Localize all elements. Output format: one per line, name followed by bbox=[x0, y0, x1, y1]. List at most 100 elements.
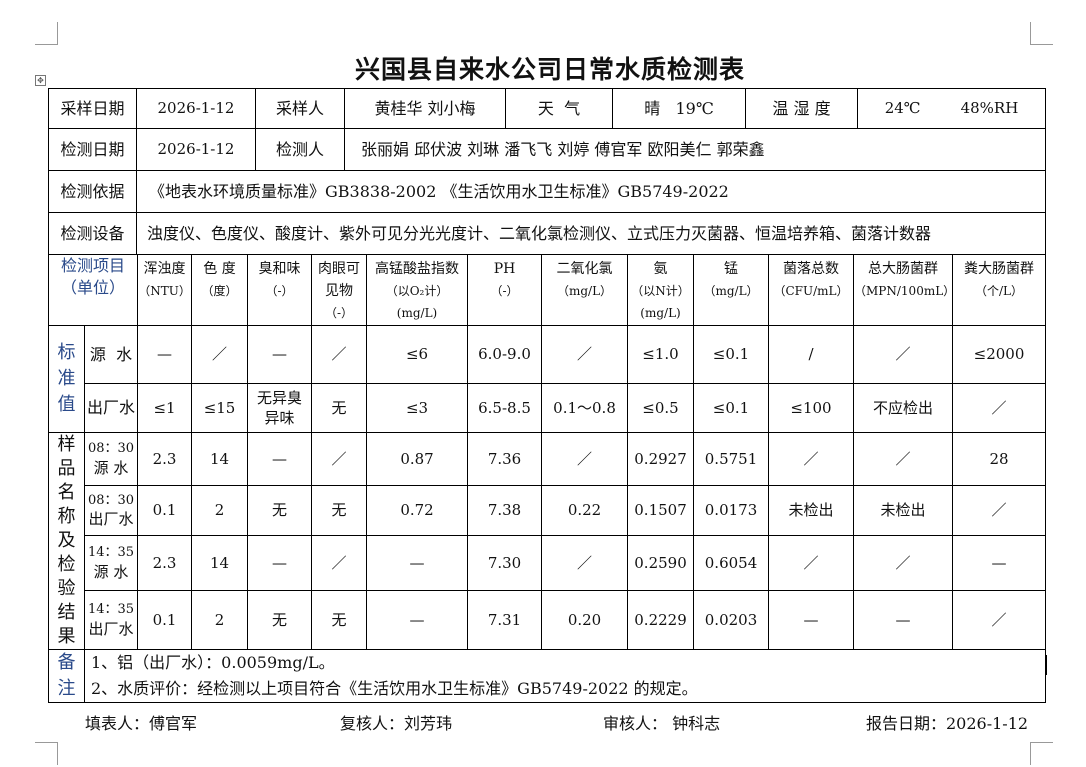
result-value[interactable]: 0.87 bbox=[366, 432, 469, 486]
result-value[interactable]: 0.2927 bbox=[627, 432, 695, 486]
standard-label: 标准值 bbox=[57, 342, 76, 415]
result-value[interactable]: 无 bbox=[311, 590, 368, 650]
standard-value: ≤1 bbox=[137, 383, 193, 433]
result-value[interactable]: 0.0173 bbox=[693, 484, 770, 537]
result-value[interactable]: 0.22 bbox=[541, 484, 629, 537]
header-row: 检测项目 （单位） 浑浊度 （NTU） 色 度 （度） 臭和味 （-） 肉眼可 见物 （-） 高锰酸盐… bbox=[47, 254, 1047, 326]
result-value[interactable]: 2.3 bbox=[137, 432, 193, 486]
standard-value: ／ bbox=[311, 325, 368, 384]
standard-value: — bbox=[247, 325, 313, 384]
notes-content[interactable]: 1、铝（出厂水）：0.0059mg/L。 2、水质评价：经检测以上项目符合《生活饮… bbox=[83, 649, 1047, 703]
sample-name: 08：30 出厂水 bbox=[83, 484, 139, 537]
results-table: 检测项目 （单位） 浑浊度 （NTU） 色 度 （度） 臭和味 （-） 肉眼可 见物 （-） 高锰酸盐… bbox=[47, 254, 1047, 703]
result-value[interactable]: ／ bbox=[952, 484, 1047, 537]
testers[interactable]: 张丽娟 邱伏波 刘琳 潘飞飞 刘婷 傅官军 欧阳美仁 郭荣鑫 bbox=[344, 128, 1046, 171]
result-value[interactable]: 0.5751 bbox=[693, 432, 770, 486]
result-value[interactable]: — bbox=[768, 590, 855, 650]
result-value[interactable]: 14 bbox=[191, 432, 249, 486]
standard-value: ≤2000 bbox=[952, 325, 1047, 384]
samplers[interactable]: 黄桂华 刘小梅 bbox=[344, 88, 506, 129]
notes-label-cell: 备注 bbox=[48, 649, 85, 703]
result-value[interactable]: — bbox=[853, 590, 954, 650]
result-value[interactable]: 0.0203 bbox=[693, 590, 770, 650]
result-value[interactable]: — bbox=[247, 535, 313, 592]
standard-value: ≤1.0 bbox=[627, 325, 695, 384]
standard-value: ≤15 bbox=[191, 383, 249, 433]
notes-label: 备注 bbox=[57, 652, 76, 699]
column-header-line: PH bbox=[493, 261, 516, 277]
result-value[interactable]: 28 bbox=[952, 432, 1047, 486]
result-value[interactable]: ／ bbox=[311, 535, 368, 592]
column-header-line: （-） bbox=[265, 284, 294, 298]
table-move-handle-icon[interactable]: ✥ bbox=[35, 75, 46, 86]
result-value[interactable]: — bbox=[247, 432, 313, 486]
column-header-line: (mg/L) bbox=[396, 306, 438, 320]
sample-time: 08：30 bbox=[87, 492, 135, 508]
column-header-line: （mg/L） bbox=[703, 284, 759, 298]
result-value[interactable]: 7.38 bbox=[467, 484, 543, 537]
results-label: 样品名称及检验结果 bbox=[57, 434, 76, 647]
standard-value: ／ bbox=[191, 325, 249, 384]
result-value[interactable]: ／ bbox=[541, 535, 629, 592]
sample-name: 14：35 出厂水 bbox=[83, 590, 139, 650]
temperature: 24℃ bbox=[884, 99, 921, 118]
standard-name: 源 水 bbox=[83, 325, 139, 384]
result-value[interactable]: 2 bbox=[191, 484, 249, 537]
sample-name: 14：35 源 水 bbox=[83, 535, 139, 592]
temp-humidity[interactable]: 24℃ 48%RH bbox=[857, 88, 1046, 129]
result-row: 14：35 源 水 2.3 14— ／ —7.30 ／ 0.2590 0.6054 ／／ — bbox=[49, 535, 1047, 592]
result-value[interactable]: 7.31 bbox=[467, 590, 543, 650]
column-header: 臭和味 （-） bbox=[247, 254, 313, 326]
weather[interactable]: 晴 19℃ bbox=[612, 88, 746, 129]
result-value[interactable]: 0.2229 bbox=[627, 590, 695, 650]
result-value[interactable]: 2 bbox=[191, 590, 249, 650]
result-value[interactable]: 无 bbox=[311, 484, 368, 537]
result-value[interactable]: 14 bbox=[191, 535, 249, 592]
column-header-line: （度） bbox=[201, 284, 238, 298]
result-value[interactable]: 未检出 bbox=[768, 484, 855, 537]
standard-row: 出厂水 ≤1 ≤15 无异臭异味无 ≤3 6.5-8.5 0.1～0.8 ≤0.5 ≤0.1 ≤1… bbox=[49, 383, 1047, 433]
auditor: 审核人： 钟科志 bbox=[603, 714, 721, 733]
result-value[interactable]: — bbox=[952, 535, 1047, 592]
result-value[interactable]: 0.2590 bbox=[627, 535, 695, 592]
result-value[interactable]: 0.6054 bbox=[693, 535, 770, 592]
result-value[interactable]: ／ bbox=[853, 432, 954, 486]
test-date[interactable]: 2026-1-12 bbox=[136, 128, 256, 171]
column-header-line: 高锰酸盐指数 bbox=[375, 261, 460, 277]
result-value[interactable]: 7.30 bbox=[467, 535, 543, 592]
standard-group-label: 标准值 bbox=[48, 325, 85, 433]
column-header-line: 见物 bbox=[325, 283, 354, 299]
result-value[interactable]: 0.1 bbox=[137, 590, 193, 650]
result-value[interactable]: 无 bbox=[247, 484, 313, 537]
sample-date[interactable]: 2026-1-12 bbox=[136, 88, 256, 129]
column-header: 肉眼可 见物 （-） bbox=[311, 254, 368, 326]
column-header: 色 度 （度） bbox=[191, 254, 249, 326]
result-value[interactable]: 0.1 bbox=[137, 484, 193, 537]
result-row: 14：35 出厂水 0.1 2 无无 —7.31 0.20 0.2229 0.0203— — ／ bbox=[49, 590, 1047, 650]
result-value[interactable]: ／ bbox=[768, 535, 855, 592]
result-value[interactable]: 无 bbox=[247, 590, 313, 650]
result-value[interactable]: 未检出 bbox=[853, 484, 954, 537]
result-value[interactable]: 7.36 bbox=[467, 432, 543, 486]
equipment[interactable]: 浊度仪、色度仪、酸度计、紫外可见分光光度计、二氧化氯检测仪、立式压力灭菌器、恒温… bbox=[136, 212, 1046, 255]
sample-type: 出厂水 bbox=[88, 510, 134, 529]
standard-value: 0.1～0.8 bbox=[541, 383, 629, 433]
standard-value: ≤3 bbox=[366, 383, 469, 433]
page-title: 兴国县自来水公司日常水质检测表 bbox=[354, 55, 745, 84]
result-value[interactable]: 2.3 bbox=[137, 535, 193, 592]
result-value[interactable]: ／ bbox=[952, 590, 1047, 650]
result-value[interactable]: 0.72 bbox=[366, 484, 469, 537]
result-value[interactable]: 0.20 bbox=[541, 590, 629, 650]
result-value[interactable]: ／ bbox=[541, 432, 629, 486]
result-value[interactable]: 0.1507 bbox=[627, 484, 695, 537]
note-line: 1、铝（出厂水）：0.0059mg/L。 bbox=[91, 653, 335, 672]
column-header-line: 肉眼可 bbox=[318, 261, 361, 277]
result-value[interactable]: ／ bbox=[853, 535, 954, 592]
basis[interactable]: 《地表水环境质量标准》GB3838-2002 《生活饮用水卫生标准》GB5749… bbox=[136, 170, 1046, 213]
result-value[interactable]: ／ bbox=[311, 432, 368, 486]
weather-label: 天 气 bbox=[505, 88, 613, 129]
standard-value: ／ bbox=[952, 383, 1047, 433]
result-value[interactable]: ／ bbox=[768, 432, 855, 486]
result-value[interactable]: — bbox=[366, 535, 469, 592]
result-value[interactable]: — bbox=[366, 590, 469, 650]
